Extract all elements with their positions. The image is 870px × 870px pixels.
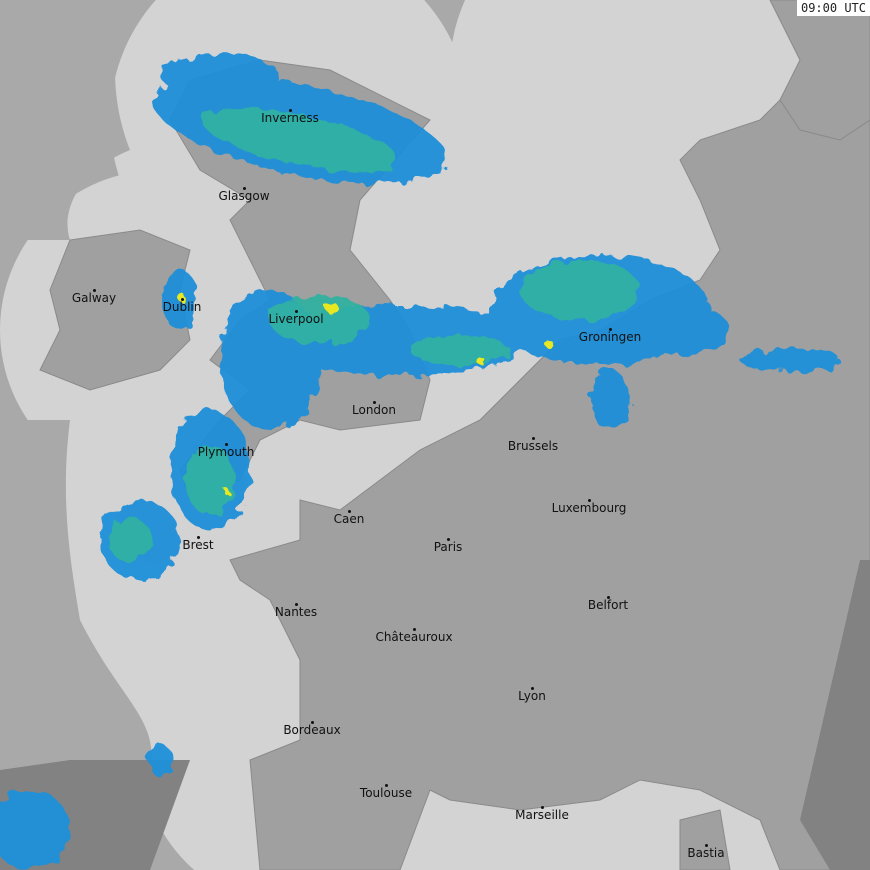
city-marker xyxy=(311,721,314,724)
city-label: Dublin xyxy=(162,300,202,314)
city-label: Paris xyxy=(433,540,463,554)
city-label: Inverness xyxy=(261,111,319,125)
city-label: Plymouth xyxy=(197,445,255,459)
city-label: Marseille xyxy=(515,808,569,822)
city-marker xyxy=(181,298,184,301)
city-label: Lyon xyxy=(518,689,546,703)
city-marker xyxy=(225,443,228,446)
city-marker xyxy=(532,437,535,440)
bastia xyxy=(679,809,731,870)
city-label: London xyxy=(352,403,396,417)
city-label: Brussels xyxy=(507,439,559,453)
scandinavia xyxy=(769,0,870,141)
timestamp: 09:00 UTC xyxy=(796,0,870,16)
city-marker xyxy=(348,510,351,513)
city-label: Bordeaux xyxy=(283,723,341,737)
city-label: Toulouse xyxy=(359,786,413,800)
continent xyxy=(229,0,870,870)
city-marker xyxy=(609,328,612,331)
city-label: Galway xyxy=(71,291,117,305)
city-marker xyxy=(413,628,416,631)
city-marker xyxy=(607,596,610,599)
city-marker xyxy=(588,499,591,502)
city-label: Châteauroux xyxy=(375,630,453,644)
city-marker xyxy=(243,187,246,190)
city-marker xyxy=(373,401,376,404)
city-label: Brest xyxy=(182,538,214,552)
city-label: Groningen xyxy=(578,330,642,344)
city-marker xyxy=(93,289,96,292)
ireland xyxy=(39,229,191,391)
city-marker xyxy=(531,687,534,690)
city-label: Caen xyxy=(333,512,365,526)
city-label: Luxembourg xyxy=(551,501,627,515)
city-label: Nantes xyxy=(274,605,318,619)
city-label: Bastia xyxy=(687,846,725,860)
city-marker xyxy=(295,310,298,313)
city-label: Liverpool xyxy=(268,312,324,326)
city-label: Glasgow xyxy=(218,189,270,203)
rain-echoes xyxy=(0,55,840,870)
city-marker xyxy=(447,538,450,541)
city-marker xyxy=(289,109,292,112)
city-marker xyxy=(705,844,708,847)
city-marker xyxy=(295,603,298,606)
city-marker xyxy=(197,536,200,539)
city-marker xyxy=(541,806,544,809)
city-marker xyxy=(385,784,388,787)
city-label: Belfort xyxy=(587,598,629,612)
